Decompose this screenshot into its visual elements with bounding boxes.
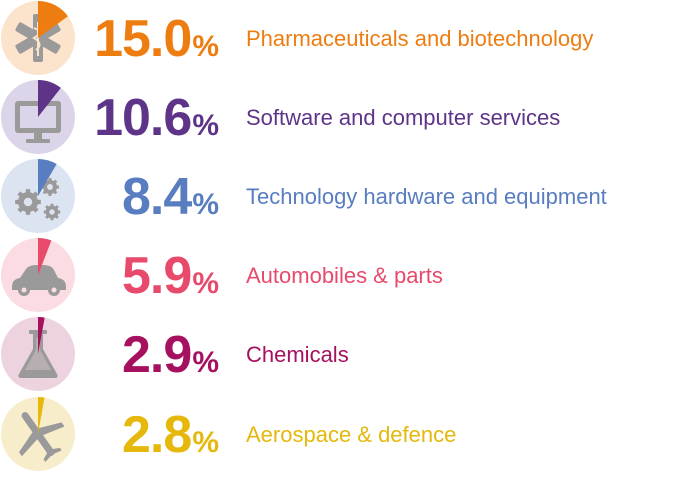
category-label: Pharmaceuticals and biotechnology: [246, 26, 594, 51]
sector-row: 2.9% Chemicals: [0, 316, 700, 394]
sector-icon-badge: [0, 79, 76, 155]
percent-sign: %: [192, 267, 219, 300]
car-icon: [1, 238, 75, 312]
sector-row: 8.4% Technology hardware and equipment: [0, 158, 700, 236]
value-label: 10.6%: [94, 89, 219, 147]
flask-icon: [1, 317, 75, 391]
value-wedge: [38, 238, 52, 275]
category-label: Aerospace & defence: [246, 422, 457, 447]
category-label: Software and computer services: [246, 105, 561, 130]
computer-monitor-icon: [1, 80, 75, 154]
value-label: 2.9%: [122, 326, 219, 384]
value-wedge: [38, 317, 45, 354]
sector-icon-badge: [0, 0, 76, 76]
value-wedge: [38, 80, 61, 117]
percent-sign: %: [192, 426, 219, 459]
percent-sign: %: [192, 188, 219, 221]
percent-sign: %: [192, 346, 219, 379]
sector-row: 15.0% Pharmaceuticals and biotechnology: [0, 0, 700, 78]
percent-sign: %: [192, 109, 219, 142]
value-number: 2.9: [122, 326, 192, 384]
value-number: 10.6: [94, 89, 192, 147]
sector-icon-badge: [0, 158, 76, 234]
sector-icon-badge: [0, 396, 76, 472]
sector-icon-badge: [0, 316, 76, 392]
value-number: 2.8: [122, 406, 192, 464]
value-label: 8.4%: [122, 168, 219, 226]
medical-star-icon: [1, 1, 75, 75]
value-number: 5.9: [122, 247, 192, 305]
value-wedge: [38, 159, 57, 196]
value-label: 5.9%: [122, 247, 219, 305]
category-label: Automobiles & parts: [246, 263, 443, 288]
airplane-icon: [1, 397, 75, 471]
sector-row: 10.6% Software and computer services: [0, 79, 700, 157]
category-label: Technology hardware and equipment: [246, 184, 607, 209]
gears-icon: [1, 159, 75, 233]
value-wedge: [38, 397, 45, 434]
percent-sign: %: [192, 30, 219, 63]
value-number: 8.4: [122, 168, 192, 226]
sector-row: 5.9% Automobiles & parts: [0, 237, 700, 315]
category-label: Chemicals: [246, 342, 349, 367]
value-label: 15.0%: [94, 10, 219, 68]
sector-row: 2.8% Aerospace & defence: [0, 396, 700, 474]
sector-icon-badge: [0, 237, 76, 313]
value-number: 15.0: [94, 10, 192, 68]
value-label: 2.8%: [122, 406, 219, 464]
value-wedge: [38, 1, 68, 38]
